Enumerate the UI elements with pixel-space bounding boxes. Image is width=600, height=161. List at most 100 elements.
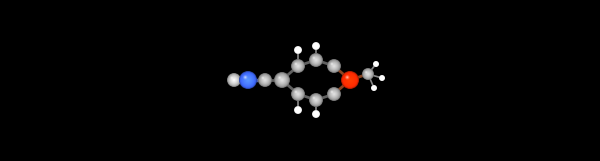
Circle shape [296, 108, 298, 109]
Circle shape [276, 74, 288, 86]
Circle shape [313, 110, 320, 118]
Circle shape [291, 59, 305, 73]
Circle shape [314, 112, 317, 116]
Circle shape [296, 48, 298, 50]
Circle shape [264, 79, 266, 81]
Circle shape [371, 85, 377, 91]
Circle shape [346, 76, 355, 85]
Circle shape [309, 93, 323, 107]
Circle shape [298, 93, 299, 95]
Circle shape [374, 63, 376, 64]
Circle shape [366, 72, 370, 76]
Circle shape [345, 75, 355, 85]
Circle shape [281, 79, 283, 81]
Circle shape [375, 63, 377, 65]
Circle shape [298, 49, 299, 51]
Circle shape [259, 74, 271, 86]
Circle shape [313, 97, 314, 99]
Circle shape [328, 88, 340, 100]
Circle shape [367, 74, 368, 75]
Circle shape [243, 75, 253, 85]
Circle shape [296, 49, 299, 51]
Circle shape [331, 63, 337, 69]
Circle shape [297, 49, 299, 51]
Circle shape [373, 86, 374, 88]
Circle shape [295, 91, 301, 97]
Circle shape [345, 75, 350, 80]
Circle shape [329, 61, 338, 71]
Circle shape [332, 92, 336, 96]
Circle shape [328, 60, 340, 72]
Circle shape [374, 62, 377, 66]
Circle shape [295, 47, 301, 53]
Circle shape [229, 75, 239, 85]
Circle shape [333, 65, 335, 67]
Circle shape [265, 79, 266, 81]
Circle shape [310, 94, 322, 106]
Circle shape [314, 98, 318, 102]
Circle shape [347, 76, 348, 78]
Circle shape [313, 97, 319, 103]
Circle shape [292, 88, 304, 100]
Circle shape [331, 63, 333, 65]
Circle shape [228, 74, 240, 86]
Circle shape [380, 76, 382, 78]
Circle shape [278, 76, 286, 84]
Circle shape [372, 86, 376, 90]
Circle shape [328, 88, 340, 100]
Circle shape [312, 96, 320, 104]
Circle shape [315, 45, 317, 47]
Circle shape [297, 93, 299, 95]
Circle shape [297, 109, 299, 111]
Circle shape [230, 76, 238, 84]
Circle shape [274, 72, 290, 88]
Circle shape [311, 95, 320, 105]
Circle shape [230, 76, 238, 84]
Circle shape [296, 48, 301, 52]
Circle shape [348, 78, 352, 82]
Circle shape [314, 112, 319, 116]
Circle shape [296, 108, 299, 112]
Circle shape [296, 108, 300, 112]
Circle shape [313, 57, 314, 58]
Circle shape [260, 75, 270, 85]
Circle shape [294, 46, 302, 54]
Circle shape [346, 76, 349, 79]
Circle shape [363, 69, 373, 79]
Circle shape [343, 72, 358, 87]
Circle shape [341, 71, 359, 89]
Circle shape [312, 96, 316, 100]
Circle shape [365, 71, 371, 77]
Circle shape [333, 93, 335, 95]
Circle shape [330, 90, 334, 94]
Circle shape [310, 54, 322, 66]
Circle shape [261, 76, 269, 84]
Circle shape [314, 112, 318, 116]
Circle shape [293, 61, 303, 71]
Circle shape [229, 75, 239, 85]
Circle shape [313, 57, 320, 63]
Circle shape [294, 106, 302, 114]
Circle shape [342, 72, 358, 88]
Circle shape [327, 87, 341, 101]
Circle shape [343, 73, 357, 87]
Circle shape [373, 87, 375, 89]
Circle shape [277, 75, 287, 85]
Circle shape [295, 107, 301, 113]
Circle shape [367, 72, 370, 76]
Circle shape [313, 43, 319, 49]
Circle shape [374, 62, 378, 66]
Circle shape [314, 112, 316, 114]
Circle shape [260, 75, 269, 85]
Circle shape [243, 75, 248, 80]
Circle shape [331, 90, 337, 98]
Circle shape [331, 91, 337, 97]
Circle shape [371, 85, 377, 90]
Circle shape [295, 106, 302, 114]
Circle shape [262, 77, 264, 79]
Circle shape [247, 79, 249, 81]
Circle shape [241, 73, 255, 87]
Circle shape [233, 79, 235, 81]
Circle shape [298, 65, 299, 67]
Circle shape [314, 44, 316, 46]
